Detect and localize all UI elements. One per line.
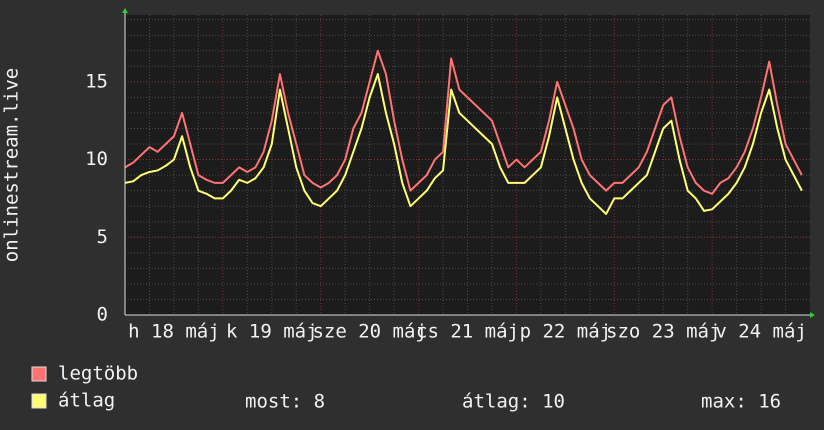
y-tick-label: 15 [85,70,108,92]
y-tick-label: 5 [97,226,108,248]
x-tick-label: v 24 máj [715,321,807,343]
series-line [124,73,803,215]
legend-label: legtöbb [58,363,138,385]
x-tick-label: szo 23 máj [606,321,720,343]
legend: legtöbb átlag [31,363,138,412]
series-line [124,49,803,195]
x-tick-label: h 18 máj [128,321,220,343]
stat-now: most: 8 [245,391,325,413]
legend-label: átlag [58,390,115,412]
x-tick-label: sze 20 máj [312,321,426,343]
y-axis-label: onlinestream.live [1,68,23,262]
grid [124,15,810,316]
stat-avg: átlag: 10 [462,391,565,413]
stat-max: max: 16 [701,391,781,413]
x-tick-label: cs 21 máj [416,321,519,343]
legend-swatch [31,393,47,409]
y-arrow [122,8,128,13]
legend-swatch [31,366,47,382]
y-tick-label: 10 [85,148,108,170]
y-tick-label: 0 [97,304,108,326]
x-tick-label: p 22 máj [520,321,612,343]
x-tick-label: k 19 máj [226,321,318,343]
x-arrow [810,312,815,318]
lines [124,49,803,215]
